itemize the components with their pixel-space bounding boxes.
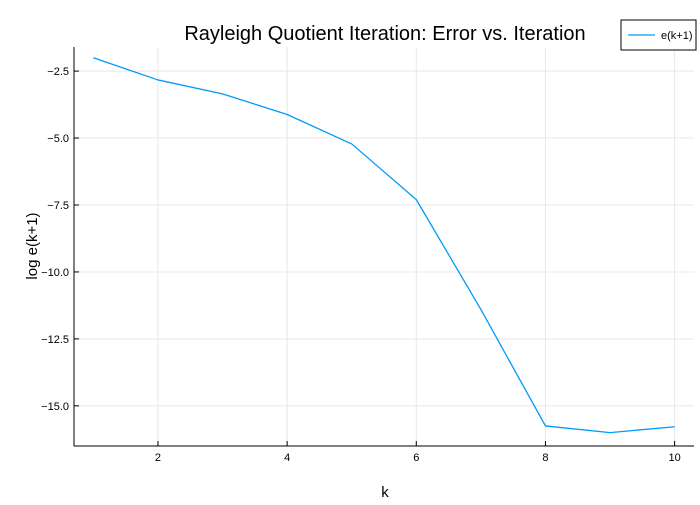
x-tick-label: 2 xyxy=(155,452,161,464)
x-tick-label: 10 xyxy=(669,452,681,464)
x-tick-label: 4 xyxy=(284,452,290,464)
x-tick-label: 6 xyxy=(413,452,419,464)
axes xyxy=(74,47,694,446)
x-tick-label: 8 xyxy=(542,452,548,464)
y-tick-label: −7.5 xyxy=(47,200,69,212)
series-lines xyxy=(93,58,674,433)
legend: e(k+1) xyxy=(621,20,696,50)
chart-title: Rayleigh Quotient Iteration: Error vs. I… xyxy=(184,23,585,45)
legend-label-e-k-plus-1: e(k+1) xyxy=(661,30,693,42)
y-tick-label: −5.0 xyxy=(47,133,69,145)
y-tick-label: −15.0 xyxy=(41,401,69,413)
grid-lines xyxy=(74,47,694,446)
tick-labels: 2 4 6 8 10 −2.5 −5.0 −7.5 −10.0 −12.5 −15.0 xyxy=(41,66,681,464)
y-tick-label: −12.5 xyxy=(41,334,69,346)
y-axis-label: log e(k+1) xyxy=(24,212,41,279)
y-tick-label: −10.0 xyxy=(41,267,69,279)
y-tick-label: −2.5 xyxy=(47,66,69,78)
x-axis-label: k xyxy=(381,484,389,500)
series-line-e-k-plus-1 xyxy=(93,58,674,433)
